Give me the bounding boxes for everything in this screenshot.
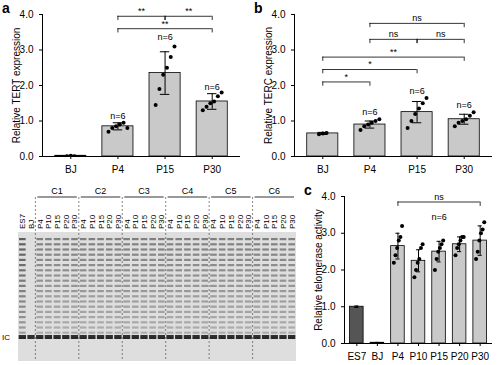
svg-text:Relative TERT expression: Relative TERT expression bbox=[11, 28, 22, 144]
svg-text:ns: ns bbox=[434, 192, 444, 202]
svg-text:2.0: 2.0 bbox=[322, 264, 336, 275]
svg-text:P20: P20 bbox=[62, 214, 71, 229]
svg-text:3.0: 3.0 bbox=[322, 227, 336, 238]
svg-text:0.0: 0.0 bbox=[322, 338, 336, 349]
svg-text:0.0: 0.0 bbox=[20, 151, 34, 162]
svg-text:P20: P20 bbox=[451, 351, 469, 362]
svg-text:P10: P10 bbox=[88, 214, 97, 229]
svg-text:*: * bbox=[345, 72, 349, 82]
svg-text:P4: P4 bbox=[79, 219, 88, 229]
svg-text:P4: P4 bbox=[123, 219, 132, 229]
svg-text:P30: P30 bbox=[201, 214, 210, 229]
svg-text:ns: ns bbox=[412, 13, 422, 23]
svg-text:P15: P15 bbox=[156, 164, 174, 175]
svg-text:P20: P20 bbox=[192, 214, 201, 229]
svg-text:P30: P30 bbox=[471, 351, 489, 362]
svg-text:n=6: n=6 bbox=[362, 107, 377, 117]
svg-text:P15: P15 bbox=[408, 164, 426, 175]
svg-text:C2: C2 bbox=[95, 186, 107, 196]
svg-text:P30: P30 bbox=[244, 214, 253, 229]
svg-text:n=6: n=6 bbox=[110, 111, 125, 121]
svg-text:C6: C6 bbox=[269, 186, 281, 196]
svg-text:Relative TERC expression: Relative TERC expression bbox=[263, 27, 274, 144]
svg-text:2.0: 2.0 bbox=[272, 80, 286, 91]
svg-text:n=6: n=6 bbox=[457, 100, 472, 110]
svg-text:2.0: 2.0 bbox=[20, 80, 34, 91]
svg-text:P15: P15 bbox=[183, 214, 192, 229]
svg-text:P30: P30 bbox=[114, 214, 123, 229]
svg-text:P4: P4 bbox=[112, 164, 125, 175]
svg-text:0.0: 0.0 bbox=[272, 151, 286, 162]
svg-text:4.0: 4.0 bbox=[20, 9, 34, 20]
svg-text:P4: P4 bbox=[209, 219, 218, 229]
svg-text:n=6: n=6 bbox=[409, 86, 424, 96]
svg-text:P10: P10 bbox=[131, 214, 140, 229]
svg-text:P4: P4 bbox=[364, 164, 377, 175]
svg-text:3.0: 3.0 bbox=[272, 44, 286, 55]
svg-text:**: ** bbox=[390, 47, 398, 57]
svg-text:P10: P10 bbox=[410, 351, 428, 362]
svg-text:ES7: ES7 bbox=[18, 213, 27, 229]
svg-text:4.0: 4.0 bbox=[272, 9, 286, 20]
svg-text:P20: P20 bbox=[105, 214, 114, 229]
svg-text:BJ: BJ bbox=[372, 351, 384, 362]
svg-text:1.0: 1.0 bbox=[20, 115, 34, 126]
svg-text:P30: P30 bbox=[288, 214, 297, 229]
html-text:a: a bbox=[2, 0, 10, 16]
svg-text:4.0: 4.0 bbox=[322, 191, 336, 202]
svg-text:**: ** bbox=[162, 19, 170, 29]
svg-text:1.0: 1.0 bbox=[272, 115, 286, 126]
svg-text:P4: P4 bbox=[253, 219, 262, 229]
svg-text:P15: P15 bbox=[53, 214, 62, 229]
svg-text:n=6: n=6 bbox=[431, 212, 446, 222]
svg-text:P30: P30 bbox=[157, 214, 166, 229]
svg-text:ES7: ES7 bbox=[347, 351, 366, 362]
svg-text:ns: ns bbox=[389, 29, 399, 39]
svg-text:P4: P4 bbox=[166, 219, 175, 229]
svg-text:P10: P10 bbox=[218, 214, 227, 229]
svg-text:3.0: 3.0 bbox=[20, 44, 34, 55]
svg-text:Relative telomerase activity: Relative telomerase activity bbox=[313, 209, 324, 331]
svg-text:P15: P15 bbox=[227, 214, 236, 229]
svg-text:P20: P20 bbox=[279, 214, 288, 229]
svg-text:*: * bbox=[368, 59, 372, 69]
html-text:b: b bbox=[254, 0, 263, 16]
svg-text:C5: C5 bbox=[225, 186, 237, 196]
svg-text:BJ: BJ bbox=[65, 164, 77, 175]
svg-text:1.0: 1.0 bbox=[322, 301, 336, 312]
svg-text:IC: IC bbox=[2, 333, 10, 342]
svg-text:P4: P4 bbox=[36, 219, 45, 229]
svg-text:P15: P15 bbox=[97, 214, 106, 229]
svg-text:P30: P30 bbox=[455, 164, 473, 175]
svg-text:BJ: BJ bbox=[317, 164, 329, 175]
svg-text:n=6: n=6 bbox=[205, 82, 220, 92]
svg-text:**: ** bbox=[138, 6, 146, 16]
svg-text:n=6: n=6 bbox=[157, 32, 172, 42]
svg-text:P10: P10 bbox=[175, 214, 184, 229]
svg-text:P15: P15 bbox=[270, 214, 279, 229]
html-text:c: c bbox=[304, 182, 312, 198]
svg-text:P4: P4 bbox=[392, 351, 405, 362]
svg-text:P10: P10 bbox=[44, 214, 53, 229]
svg-text:BJ: BJ bbox=[27, 220, 36, 229]
svg-text:**: ** bbox=[185, 6, 193, 16]
svg-text:P15: P15 bbox=[430, 351, 448, 362]
svg-text:C1: C1 bbox=[51, 186, 63, 196]
svg-text:P20: P20 bbox=[236, 214, 245, 229]
svg-text:P15: P15 bbox=[140, 214, 149, 229]
svg-text:ns: ns bbox=[436, 29, 446, 39]
svg-text:P30: P30 bbox=[70, 214, 79, 229]
svg-text:P20: P20 bbox=[149, 214, 158, 229]
svg-text:P10: P10 bbox=[262, 214, 271, 229]
svg-text:C3: C3 bbox=[138, 186, 150, 196]
svg-text:C4: C4 bbox=[182, 186, 194, 196]
svg-text:P30: P30 bbox=[203, 164, 221, 175]
